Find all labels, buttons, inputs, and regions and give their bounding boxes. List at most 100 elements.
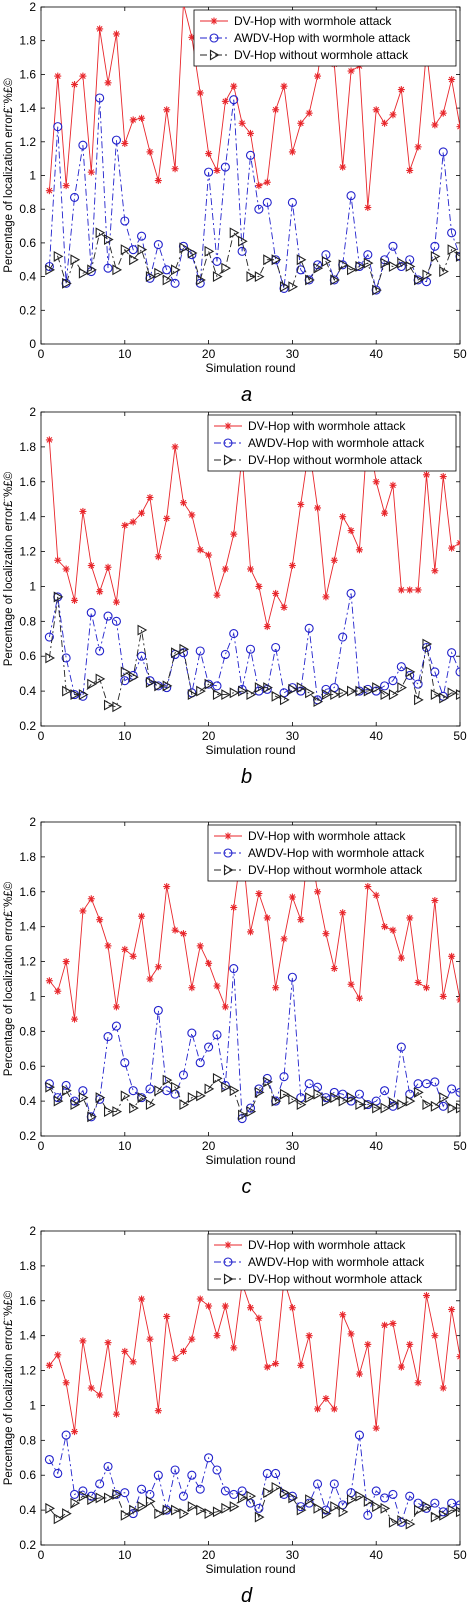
circle-marker [204, 1042, 214, 1052]
triangle-marker [103, 234, 114, 245]
star-marker [182, 7, 185, 8]
triangle-marker [447, 687, 458, 699]
triangle-marker [430, 1100, 441, 1112]
star-marker [121, 1347, 129, 1355]
star-marker [129, 952, 137, 960]
triangle-marker [455, 1506, 460, 1518]
circle-marker [95, 93, 105, 103]
y-tick-label: 1.8 [19, 1259, 36, 1273]
star-marker [230, 82, 238, 90]
circle-marker [69, 192, 80, 202]
star-marker [221, 565, 229, 573]
star-marker [87, 562, 95, 570]
star-marker [96, 1391, 104, 1399]
star-marker [62, 958, 70, 966]
triangle-marker [112, 1106, 123, 1118]
triangle-marker [397, 257, 407, 269]
triangle-marker [288, 1492, 299, 1504]
circle-marker [187, 1470, 197, 1480]
circle-marker [120, 1058, 130, 1068]
circle-marker [447, 228, 457, 238]
star-marker [213, 591, 221, 599]
star-marker [456, 539, 460, 547]
star-marker [297, 1361, 305, 1369]
triangle-marker [313, 1502, 324, 1514]
triangle-marker [355, 1099, 366, 1111]
circle-marker [455, 667, 460, 677]
y-tick-label: 1.2 [19, 135, 36, 149]
circle-marker [223, 1257, 233, 1267]
legend-box [207, 1233, 457, 1291]
star-marker [221, 97, 229, 105]
star-marker [224, 832, 232, 840]
circle-marker [220, 162, 230, 172]
star-marker [196, 546, 204, 554]
x-tick-label: 20 [202, 729, 216, 743]
star-marker [297, 500, 305, 508]
triangle-marker [238, 1109, 248, 1121]
star-marker [456, 1353, 460, 1361]
legend: DV-Hop with wormhole attack AWDV-Hop with… [207, 1233, 457, 1291]
triangle-marker [363, 257, 374, 269]
triangle-marker [238, 235, 248, 247]
x-tick-label: 20 [202, 347, 216, 361]
star-marker [314, 888, 322, 896]
triangle-marker [439, 266, 449, 277]
circle-marker [86, 608, 96, 618]
y-tick-label: 0.8 [19, 614, 36, 628]
triangle-marker [246, 1106, 257, 1118]
triangle-marker [380, 257, 391, 269]
star-marker [121, 139, 129, 147]
circle-marker [195, 1484, 205, 1494]
star-marker [196, 942, 204, 950]
star-marker [280, 603, 288, 611]
legend: DV-Hop with wormhole attack AWDV-Hop with… [193, 9, 457, 67]
star-marker [163, 106, 171, 114]
circle-marker [430, 1077, 440, 1087]
circle-marker [137, 651, 147, 661]
triangle-marker [62, 277, 72, 289]
triangle-marker [305, 1092, 315, 1104]
triangle-marker [45, 1081, 56, 1093]
star-marker [255, 890, 263, 898]
triangle-marker [321, 255, 332, 267]
triangle-marker [70, 689, 81, 701]
triangle-marker [372, 682, 382, 694]
star-marker [389, 111, 397, 119]
circle-marker [287, 197, 297, 208]
x-tick-label: 30 [286, 1548, 300, 1562]
triangle-marker [45, 264, 56, 276]
star-marker [112, 1410, 120, 1418]
triangle-marker [162, 274, 173, 286]
triangle-marker [347, 685, 357, 697]
circle-marker [103, 611, 113, 621]
series-group [44, 7, 460, 296]
legend-item: DV-Hop without wormhole attack [214, 863, 423, 877]
circle-marker [212, 1465, 222, 1475]
triangle-marker [171, 1081, 181, 1093]
chart-panel-b: 0 10 20 30 40 50 0.2 0.4 0.6 0.8 1 1.2 1.4 1.6 1.8 2 Sim… [3, 405, 467, 788]
star-marker [406, 586, 414, 594]
circle-marker [430, 1498, 440, 1508]
triangle-marker [129, 671, 139, 683]
triangle-marker [70, 254, 81, 266]
circle-marker [61, 1430, 71, 1440]
star-marker [179, 499, 187, 507]
triangle-marker [129, 254, 139, 266]
y-tick-label: 0.2 [19, 1129, 36, 1143]
star-marker [372, 478, 380, 486]
triangle-marker [380, 689, 391, 701]
star-marker [364, 1340, 372, 1348]
triangle-marker [447, 1102, 458, 1114]
circle-marker [162, 265, 172, 275]
circle-marker [346, 191, 356, 201]
star-marker [112, 598, 120, 606]
circle-marker [363, 250, 373, 260]
triangle-marker [363, 1099, 374, 1111]
star-marker [288, 148, 296, 156]
legend-label: AWDV-Hop with wormhole attack [234, 31, 411, 45]
panel-label: d [241, 1585, 253, 1607]
triangle-marker [414, 694, 424, 706]
triangle-marker [363, 685, 374, 697]
star-marker [339, 163, 347, 171]
